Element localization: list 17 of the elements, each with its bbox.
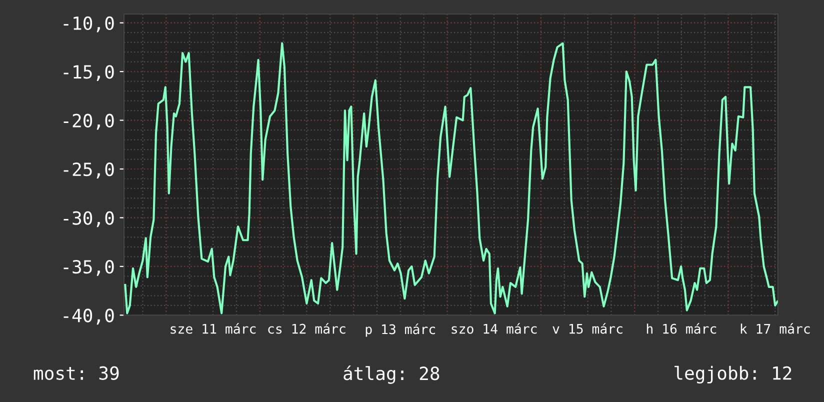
text: most: 39 [34, 366, 119, 380]
x-tick-label: sze 11 márc [170, 323, 256, 334]
y-tick-label: -15,0 [64, 65, 114, 81]
x-tick-label: v 15 márc [552, 323, 622, 334]
y-tick-label: -20,0 [64, 114, 114, 130]
text: átlag: 28 [344, 366, 440, 384]
y-tick-label: -25,0 [64, 162, 114, 178]
x-tick-label: szo 14 márc [452, 323, 537, 334]
y-tick-label: -35,0 [64, 260, 114, 276]
y-tick-label: -40,0 [64, 308, 114, 325]
y-tick-label: -30,0 [64, 211, 114, 228]
text: legjobb: 12 [674, 366, 792, 384]
x-tick-label: h 16 márc [646, 323, 716, 334]
x-tick-label: cs 12 márc [268, 323, 346, 334]
y-tick-label: -10,0 [64, 16, 114, 32]
x-tick-label: p 13 márc [366, 324, 436, 337]
x-tick-label: k 17 márc [740, 323, 810, 334]
